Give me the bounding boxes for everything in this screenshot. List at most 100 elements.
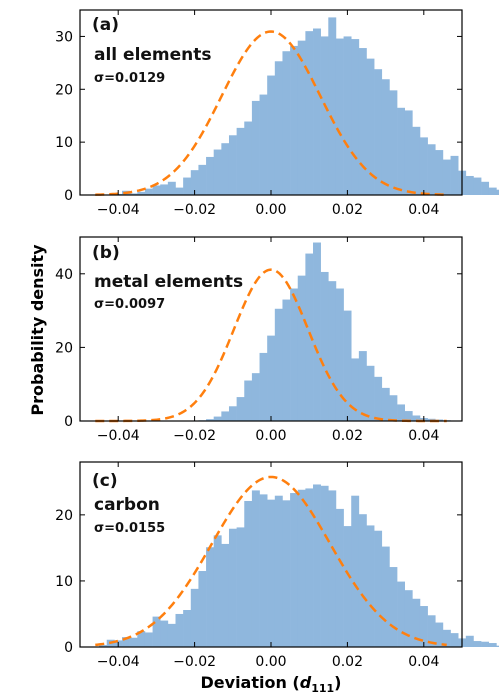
panel-0: −0.04 −0.02 0.00 0.02 0.04 0 10 20 30 (a) all elem… — [55, 9, 499, 218]
panel-sigma: σ=0.0155 — [94, 521, 165, 536]
histogram-bar — [404, 110, 413, 195]
histogram-bar — [228, 528, 237, 647]
y-tick-label: 0 — [64, 414, 73, 430]
histogram-bar — [274, 495, 283, 647]
histogram-bar — [213, 416, 222, 421]
histogram-bar — [122, 637, 130, 647]
histogram-bar — [282, 500, 291, 647]
histogram-bar — [442, 159, 451, 195]
histogram-bar — [381, 387, 390, 421]
histogram-bar — [198, 571, 207, 647]
y-tick-label: 20 — [55, 340, 73, 356]
histogram-bar — [335, 288, 344, 421]
x-tick-label: 0.04 — [408, 202, 439, 218]
histogram-bar — [389, 567, 398, 647]
x-tick-label: 0.00 — [255, 202, 286, 218]
y-tick-label: 30 — [55, 29, 73, 45]
histogram-bar — [419, 137, 428, 195]
histogram-bar — [206, 156, 214, 195]
histogram-bar — [244, 380, 253, 421]
panel-letter: (a) — [92, 15, 119, 35]
histogram-bar — [221, 543, 230, 647]
histogram-bar — [320, 271, 329, 421]
histogram-bar — [244, 500, 253, 647]
x-tick-label: 0.00 — [255, 428, 286, 444]
histogram-bar — [290, 45, 299, 195]
panel-2: −0.04 −0.02 0.00 0.02 0.04 0 10 20 (c) carbon σ=0.… — [55, 461, 499, 670]
histogram-bar — [167, 623, 176, 647]
histogram-bar — [259, 94, 268, 195]
histogram-bar — [374, 376, 383, 421]
histogram-bar — [389, 395, 398, 421]
histogram-bar — [251, 490, 260, 647]
histogram-bar — [259, 352, 268, 421]
histogram-bar — [473, 641, 482, 647]
histogram-bar — [473, 177, 482, 195]
x-tick-label: 0.04 — [408, 654, 439, 670]
histogram-bar — [175, 187, 184, 195]
histogram-bar — [213, 149, 222, 195]
histogram-bar — [450, 155, 459, 195]
x-tick-label: −0.04 — [97, 202, 140, 218]
histogram-bar — [496, 189, 499, 195]
histogram-bar — [236, 127, 245, 195]
x-tick-label: −0.02 — [173, 202, 216, 218]
x-tick-label: 0.02 — [332, 428, 363, 444]
histogram-bar — [267, 499, 276, 647]
histogram-bar — [397, 107, 405, 195]
histogram-bar — [419, 606, 428, 647]
panel-sigma: σ=0.0129 — [94, 71, 165, 86]
histogram-bar — [435, 150, 444, 195]
histogram-bar — [129, 193, 138, 195]
histogram-bar — [374, 69, 383, 195]
histogram-bar — [366, 365, 375, 421]
histogram-bar — [481, 181, 490, 195]
histogram-bar — [251, 373, 260, 421]
histogram-bar — [343, 36, 352, 195]
histogram-bar — [374, 530, 383, 647]
histogram-bar — [427, 615, 436, 647]
x-tick-label: −0.04 — [97, 428, 140, 444]
histogram-bar — [206, 419, 214, 421]
histogram-bar — [297, 489, 306, 647]
histogram-bar — [198, 164, 207, 195]
panel-letter: (c) — [92, 471, 118, 491]
histogram-bar — [259, 494, 268, 647]
histogram-bar — [389, 90, 398, 195]
histogram-bar — [412, 598, 421, 647]
y-tick-label: 0 — [64, 188, 73, 204]
y-tick-label: 20 — [55, 508, 73, 524]
histogram-bar — [305, 488, 314, 647]
gaussian-fit-line — [95, 475, 447, 647]
histogram-bar — [251, 100, 260, 195]
histogram-bar — [190, 588, 199, 647]
histogram-bar — [267, 75, 276, 195]
histogram-bar — [313, 242, 321, 421]
histogram-bar — [160, 184, 169, 195]
histogram-bar — [313, 484, 321, 647]
gaussian-fit-line — [95, 268, 447, 423]
histogram-bar — [435, 622, 444, 647]
histogram-bar — [313, 28, 321, 195]
histogram-bar — [236, 527, 245, 647]
histogram-bar — [152, 185, 161, 195]
histogram-bar — [152, 616, 161, 647]
x-tick-label: −0.02 — [173, 654, 216, 670]
histogram-bar — [99, 645, 108, 647]
gaussian-fit-line — [95, 30, 447, 196]
histogram-bar — [412, 415, 421, 421]
histogram-bar — [160, 620, 169, 647]
panel-1: −0.04 −0.02 0.00 0.02 0.04 0 20 40 (b) metal elem… — [55, 236, 463, 444]
histogram-bar — [404, 590, 413, 647]
histogram-bar — [282, 299, 291, 421]
histogram-bar — [144, 632, 153, 647]
histogram-bar — [496, 645, 499, 647]
histogram-bar — [290, 288, 299, 421]
x-tick-label: −0.04 — [97, 654, 140, 670]
x-tick-label: 0.02 — [332, 202, 363, 218]
y-tick-label: 10 — [55, 574, 73, 590]
x-tick-label: 0.00 — [255, 654, 286, 670]
y-tick-label: 40 — [55, 267, 73, 283]
histogram-bar — [328, 490, 337, 647]
histogram-bar — [404, 411, 413, 421]
